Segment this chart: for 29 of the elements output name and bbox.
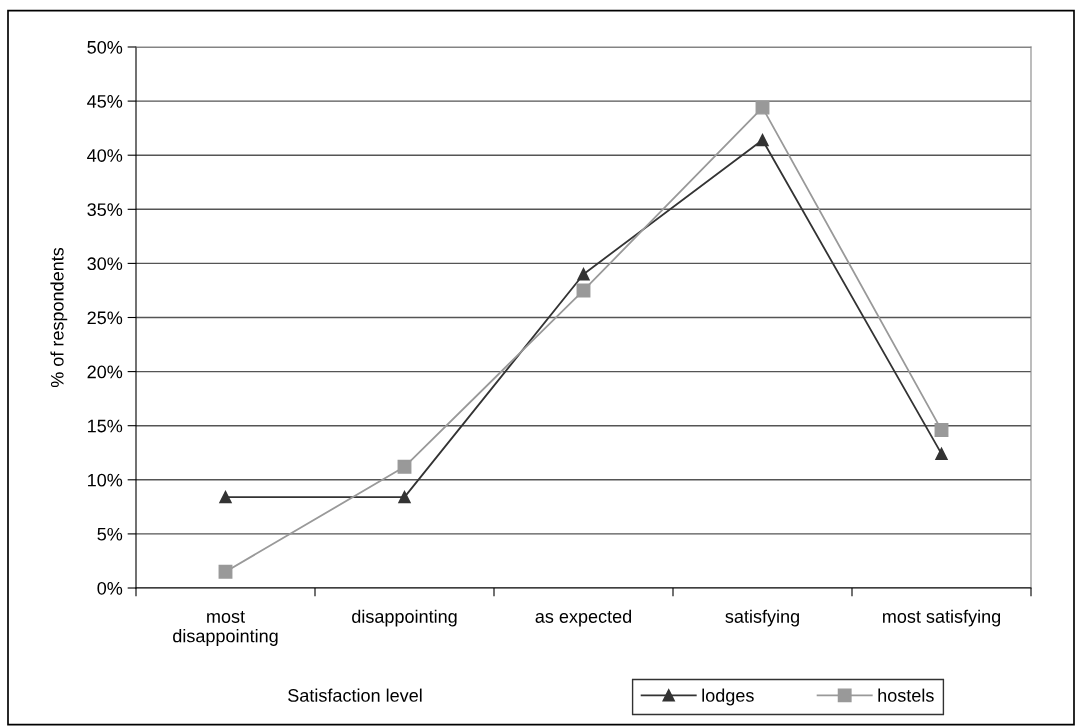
x-tick-label: as expected (535, 609, 632, 627)
x-tick-label: most disappointing (173, 611, 278, 646)
y-tick-label: 50% (87, 40, 123, 54)
point (398, 490, 411, 504)
y-tick-label: 5% (97, 527, 123, 541)
legend-label: hostels (878, 688, 934, 702)
y-tick-label: 20% (87, 365, 123, 379)
y-tick-label: 40% (87, 149, 123, 162)
y-tick-label: 25% (87, 311, 123, 325)
y-tick-label: 35% (87, 203, 123, 217)
y-tick-label: 45% (87, 95, 123, 108)
point (219, 490, 232, 504)
x-tick-label: satisfying (725, 609, 799, 627)
y-axis-title: % of respondents (50, 247, 68, 388)
point (935, 447, 948, 461)
x-axis-title: Satisfaction level (288, 688, 422, 702)
point (397, 459, 412, 474)
y-tick-label: 10% (88, 473, 123, 487)
y-tick-label: 15% (88, 419, 123, 433)
point (756, 133, 769, 147)
x-tick-label: disappointing (352, 609, 457, 627)
point (755, 100, 770, 115)
point (577, 267, 590, 281)
point (934, 423, 949, 437)
y-tick-label: 0% (97, 581, 123, 595)
point (218, 564, 233, 579)
y-tick-label: 30% (87, 257, 123, 271)
legend-label: lodges (702, 688, 754, 706)
x-tick-label: most satisfying (883, 609, 1001, 627)
